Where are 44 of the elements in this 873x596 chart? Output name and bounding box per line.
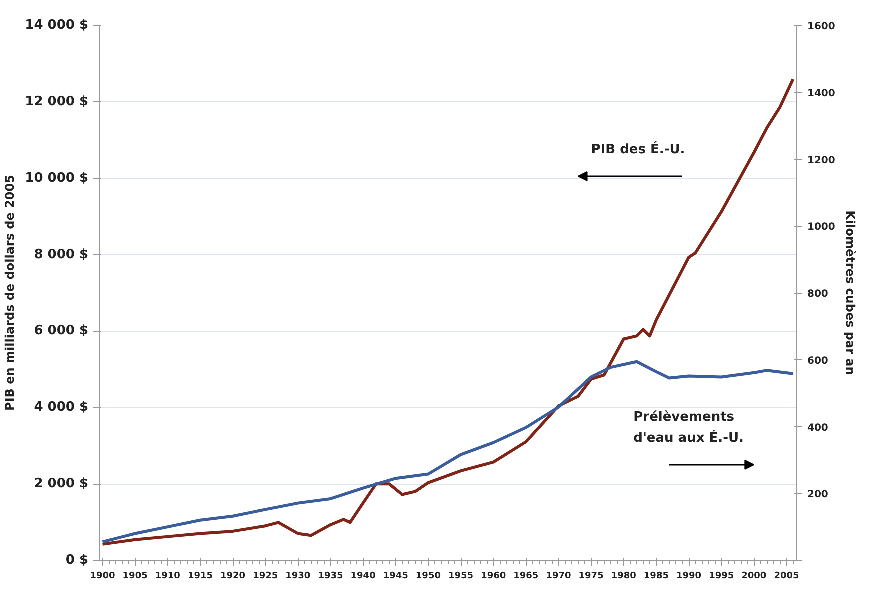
y-tick-label: 8 000 $ <box>34 247 88 262</box>
x-tick-label: 1930 <box>286 572 311 582</box>
y-axis-title: PIB en milliards de dollars de 2005 <box>3 175 18 411</box>
x-tick-label: 1965 <box>514 572 539 582</box>
line-series <box>101 78 795 546</box>
annotation: PIB des É.-U. <box>591 140 686 158</box>
x-tick-label: 1905 <box>122 572 148 582</box>
x-tick-label: 1900 <box>90 572 116 582</box>
x-tick-label: 1940 <box>350 572 376 582</box>
y-tick-label: 14 000 $ <box>25 18 89 33</box>
x-tick-label: 2005 <box>774 572 800 582</box>
annotation: Prélèvements d'eau aux É.-U. <box>634 410 744 446</box>
x-tick-label: 1945 <box>383 572 408 582</box>
x-tick-label: 1960 <box>481 572 506 582</box>
y-tick-label: 12 000 $ <box>25 94 89 110</box>
y2-tick-label: 1000 <box>808 222 836 234</box>
x-tick-label: 1955 <box>448 572 474 582</box>
x-tick-label: 1975 <box>578 572 604 582</box>
y2-tick-label: 800 <box>808 289 828 300</box>
y2-tick-label: 1600 <box>808 22 836 32</box>
y-tick-label: 0 $ <box>66 553 89 568</box>
x-tick-label: 1995 <box>709 572 734 582</box>
x-tick-label: 1990 <box>676 572 702 582</box>
y-tick-label: 4 000 $ <box>34 400 88 416</box>
y2-tick-label: 1400 <box>808 88 836 100</box>
y-tick-label: 2 000 $ <box>34 476 88 492</box>
x-tick-label: 1915 <box>188 572 214 582</box>
x-tick-label: 1950 <box>416 572 441 582</box>
x-tick-label: 1910 <box>155 572 180 582</box>
y2-axis-title: Kilomètres cubes par an <box>843 210 858 376</box>
y2-tick-label: 400 <box>808 422 828 434</box>
x-tick-label: 1925 <box>253 572 278 582</box>
x-tick-label: 2000 <box>742 572 767 582</box>
x-tick-label: 1970 <box>546 572 572 582</box>
x-tick-label: 1985 <box>644 572 669 582</box>
x-tick-label: 1920 <box>220 572 246 582</box>
y2-tick-label: 1200 <box>808 155 836 166</box>
y2-tick-label: 600 <box>808 356 828 367</box>
y-tick-label: 6 000 $ <box>34 324 88 339</box>
x-tick-label: 1935 <box>318 572 344 582</box>
line-series <box>101 360 795 544</box>
y2-tick-label: 200 <box>808 490 828 501</box>
y-tick-label: 10 000 $ <box>25 170 89 186</box>
x-tick-label: 1980 <box>611 572 636 582</box>
